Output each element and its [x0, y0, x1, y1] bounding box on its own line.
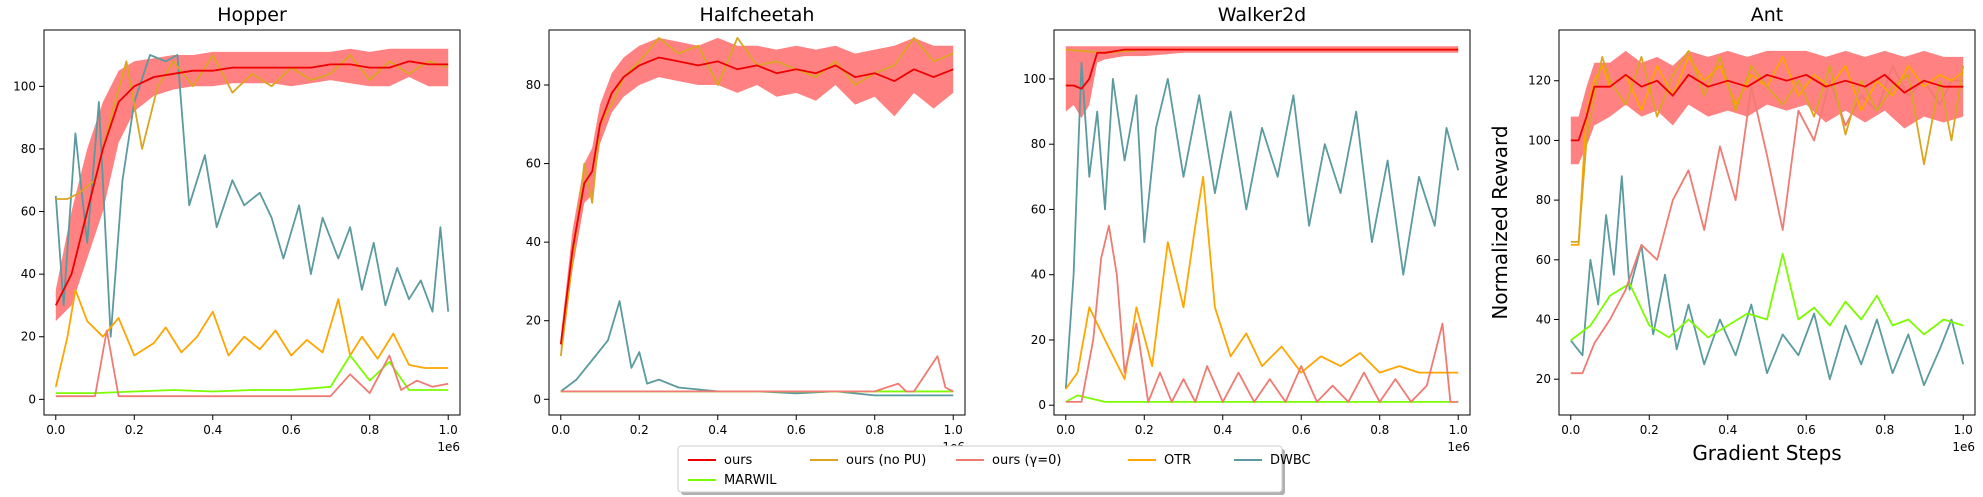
y-tick-label: 40	[1031, 268, 1046, 282]
y-tick-label: 20	[1031, 333, 1046, 347]
x-tick-label: 0.4	[1213, 423, 1232, 437]
y-axis-label: Normalized Reward	[1488, 125, 1512, 319]
x-tick-label: 1.0	[439, 423, 458, 437]
x-tick-label: 0.0	[46, 423, 65, 437]
x-tick-label: 0.8	[360, 423, 379, 437]
y-tick-label: 40	[21, 267, 36, 281]
x-tick-label: 0.2	[125, 423, 144, 437]
legend-box	[677, 445, 1283, 493]
y-tick-label: 100	[13, 79, 36, 93]
legend-label-ours-0: ours (γ=0)	[992, 453, 1061, 468]
x-tick-label: 0.8	[1370, 423, 1389, 437]
y-tick-label: 80	[526, 78, 541, 92]
legend-label-ours: ours	[724, 453, 753, 468]
x-tick-label: 0.4	[708, 423, 727, 437]
y-tick-label: 20	[1536, 372, 1551, 386]
x-tick-label: 0.0	[1561, 423, 1580, 437]
legend: ours ours (no PU) ours (γ=0) OTR DWBC MARWIL	[677, 445, 1311, 495]
y-tick-label: 60	[21, 205, 36, 219]
x-tick-label: 0.8	[1875, 423, 1894, 437]
series-line-otr	[1065, 175, 1459, 390]
x-tick-label: 0.2	[630, 423, 649, 437]
band-ours	[55, 48, 449, 322]
series-line-ours-0	[55, 329, 449, 398]
series-line-marwil	[1065, 394, 1459, 403]
y-tick-label: 20	[526, 314, 541, 328]
band-ours	[1570, 50, 1964, 165]
series-line-ours-0	[1065, 224, 1459, 403]
series-line-ours	[1570, 73, 1964, 142]
y-tick-label: 40	[1536, 312, 1551, 326]
plot-area	[1064, 46, 1460, 403]
y-tick-label: 0	[533, 392, 541, 406]
x-tick-label: 1.0	[944, 423, 963, 437]
series-line-otr	[54, 288, 449, 388]
x-exponent-label: 1e6	[1447, 440, 1470, 454]
x-tick-label: 0.6	[282, 423, 301, 437]
y-tick-label: 80	[21, 142, 36, 156]
y-tick-label: 80	[1536, 193, 1551, 207]
series-line-dwbc	[560, 300, 954, 397]
x-tick-label: 0.0	[1056, 423, 1075, 437]
series-line-ours	[1065, 48, 1459, 90]
series-line-marwil	[55, 354, 449, 394]
series-line-ours	[54, 60, 449, 306]
x-tick-label: 1.0	[1954, 423, 1973, 437]
x-tick-label: 0.8	[865, 423, 884, 437]
panel-title: Hopper	[217, 4, 287, 26]
series-line-ours	[559, 56, 954, 345]
panel-halfcheetah: 0.00.20.40.60.81.00204060801e6Halfcheeta…	[526, 4, 966, 454]
y-tick-label: 100	[1023, 72, 1046, 86]
y-tick-label: 60	[1031, 202, 1046, 216]
y-tick-label: 60	[526, 157, 541, 171]
y-tick-label: 80	[1031, 137, 1046, 151]
legend-label-dwbc: DWBC	[1270, 453, 1311, 468]
y-tick-label: 60	[1536, 253, 1551, 267]
y-tick-label: 0	[1038, 398, 1046, 412]
series-line-dwbc	[1064, 61, 1460, 389]
panel-walker2d: 0.0 0.2 0.4 0.6 0.8 1.0 0 20 40 60 80 100 1e6 Walker2…	[1023, 4, 1471, 454]
x-tick-label: 0.0	[551, 423, 570, 437]
y-tick-label: 0	[28, 392, 36, 406]
series-line-marwil	[1570, 252, 1964, 342]
legend-label-marwil: MARWIL	[724, 473, 777, 488]
y-tick-label: 40	[526, 235, 541, 249]
y-tick-label: 20	[21, 330, 36, 344]
panel-ant: 0.0 0.2 0.4 0.6 0.8 1.0 20 40 60 80 100 120 1e6 Ant Gr…	[1488, 4, 1976, 465]
plot-area	[54, 48, 450, 398]
series-line-ours-0	[560, 355, 954, 393]
x-tick-label: 0.2	[1640, 423, 1659, 437]
x-tick-label: 0.6	[787, 423, 806, 437]
plot-frame	[1558, 29, 1976, 416]
y-tick-label: 120	[1528, 74, 1551, 88]
series-line-ours-no-pu	[1570, 50, 1965, 243]
x-tick-label: 0.2	[1135, 423, 1154, 437]
series-line-ours-0	[1570, 64, 1964, 375]
plot-area	[559, 37, 954, 397]
panel-title: Ant	[1751, 4, 1784, 26]
series-line-dwbc	[54, 54, 450, 338]
x-tick-label: 0.6	[1292, 423, 1311, 437]
x-tick-label: 1.0	[1449, 423, 1468, 437]
x-tick-label: 0.4	[1718, 423, 1737, 437]
legend-label-ours-no-pu: ours (no PU)	[846, 453, 926, 468]
band-ours	[1065, 46, 1459, 119]
panel-title: Halfcheetah	[700, 4, 815, 26]
plot-frame	[43, 29, 461, 416]
panel-hopper: 0.0 0.2 0.4 0.6 0.8 1.0 0 20 40 60 80 100 1e6 Hopper	[13, 4, 461, 454]
x-exponent-label: 1e6	[437, 440, 460, 454]
x-tick-label: 0.4	[203, 423, 222, 437]
series-line-dwbc	[1570, 175, 1965, 387]
plot-frame	[548, 29, 966, 416]
plot-area	[1570, 50, 1965, 387]
x-exponent-label: 1e6	[1952, 440, 1975, 454]
legend-label-otr: OTR	[1164, 453, 1191, 468]
x-axis-label: Gradient Steps	[1692, 441, 1841, 465]
plot-frame	[1053, 29, 1471, 416]
x-tick-label: 0.6	[1797, 423, 1816, 437]
y-tick-label: 100	[1528, 133, 1551, 147]
panel-title: Walker2d	[1218, 4, 1306, 26]
